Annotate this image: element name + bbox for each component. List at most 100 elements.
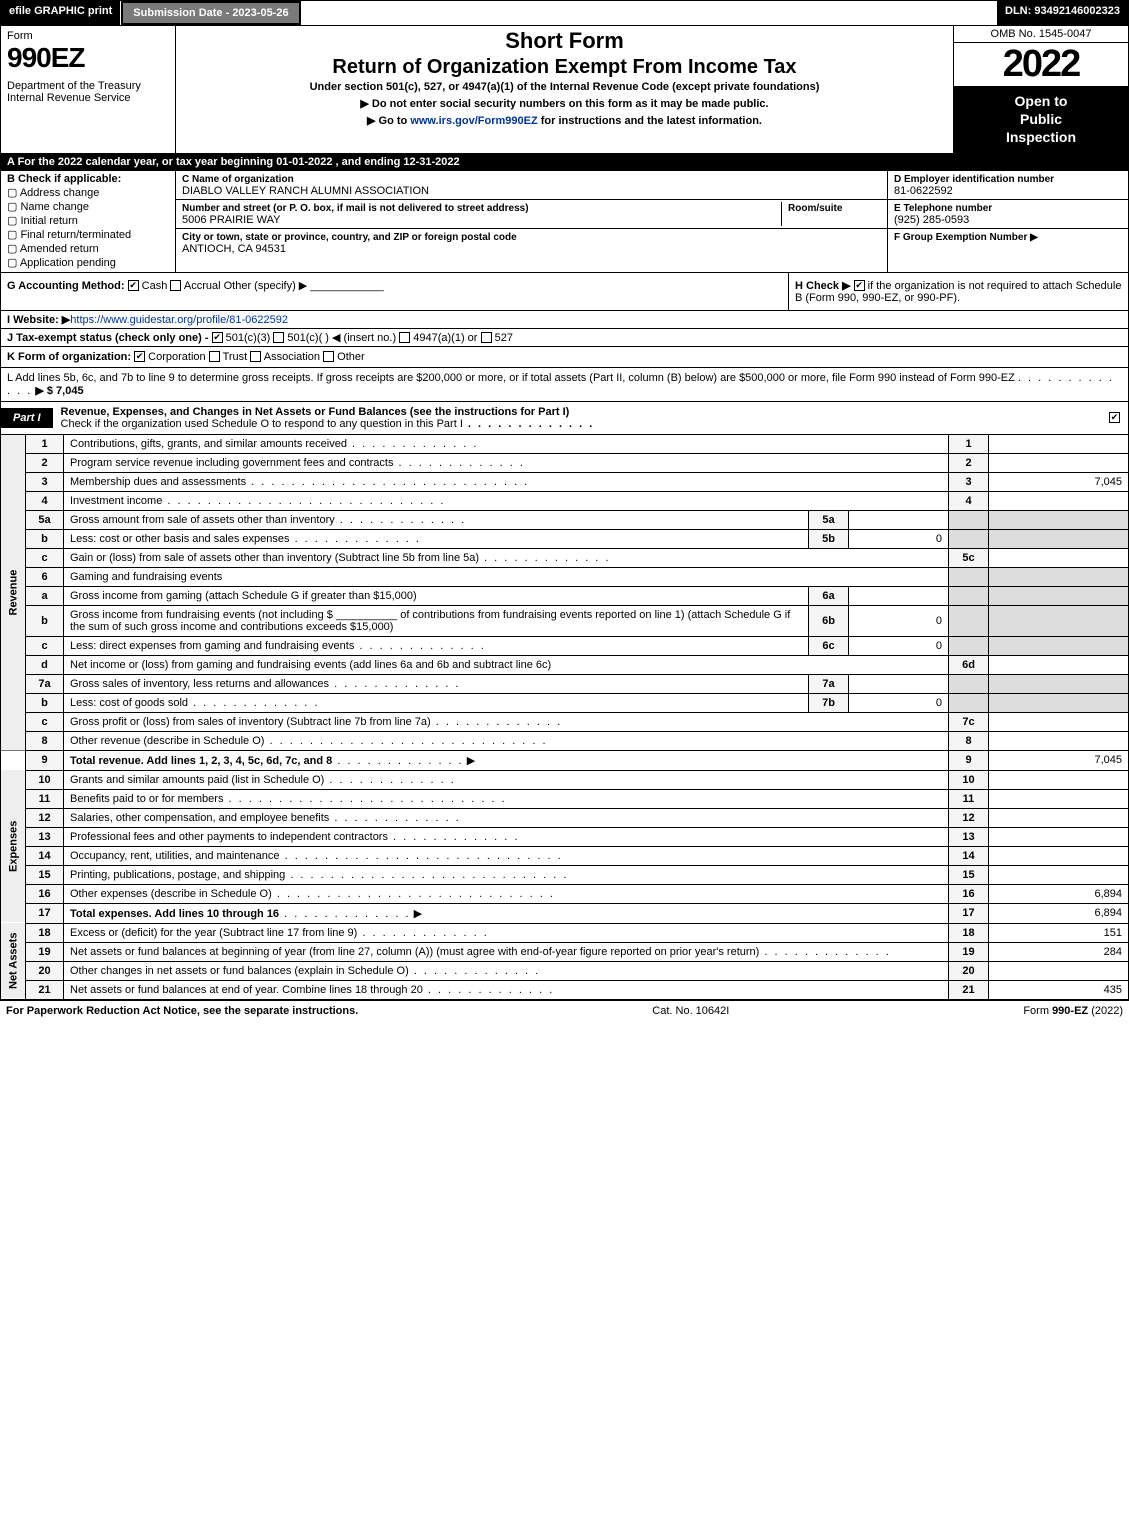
row-13: 13 Professional fees and other payments … (1, 827, 1129, 846)
omb-number: OMB No. 1545-0047 (954, 26, 1128, 43)
chk-name-change[interactable]: Name change (7, 200, 169, 213)
ssn-warning: ▶ Do not enter social security numbers o… (182, 97, 947, 110)
d-ein-label: D Employer identification number (894, 174, 1054, 185)
row-6c: c Less: direct expenses from gaming and … (1, 636, 1129, 655)
row-10: Expenses 10 Grants and similar amounts p… (1, 770, 1129, 789)
row-11: 11 Benefits paid to or for members 11 (1, 789, 1129, 808)
e-phone-label: E Telephone number (894, 203, 992, 214)
row-5a: 5a Gross amount from sale of assets othe… (1, 510, 1129, 529)
row-9: 9 Total revenue. Add lines 1, 2, 3, 4, 5… (1, 750, 1129, 770)
part-i-title: Revenue, Expenses, and Changes in Net As… (53, 402, 1101, 434)
col-b-checkboxes: B Check if applicable: Address change Na… (1, 171, 176, 272)
c-name-label: C Name of organization (182, 174, 294, 185)
irs-link[interactable]: www.irs.gov/Form990EZ (410, 115, 537, 127)
org-city: ANTIOCH, CA 94531 (182, 243, 286, 255)
top-spacer (301, 1, 997, 25)
footer: For Paperwork Reduction Act Notice, see … (0, 1000, 1129, 1021)
top-bar: efile GRAPHIC print Submission Date - 20… (0, 0, 1129, 26)
chk-cash[interactable] (128, 280, 139, 291)
row-12: 12 Salaries, other compensation, and emp… (1, 808, 1129, 827)
chk-amended-return[interactable]: Amended return (7, 242, 169, 255)
chk-4947[interactable] (399, 332, 410, 343)
side-expenses: Expenses (1, 770, 26, 923)
form-subtitle: Under section 501(c), 527, or 4947(a)(1)… (182, 81, 947, 93)
header-center: Short Form Return of Organization Exempt… (176, 26, 953, 153)
side-revenue: Revenue (1, 435, 26, 751)
chk-501c[interactable] (273, 332, 284, 343)
form-number: 990EZ (7, 42, 169, 74)
chk-address-change[interactable]: Address change (7, 186, 169, 199)
chk-accrual[interactable] (170, 280, 181, 291)
org-street: 5006 PRAIRIE WAY (182, 214, 280, 226)
short-form-title: Short Form (182, 28, 947, 54)
chk-trust[interactable] (209, 351, 220, 362)
row-6: 6 Gaming and fundraising events (1, 567, 1129, 586)
footer-left: For Paperwork Reduction Act Notice, see … (6, 1005, 358, 1017)
row-3: 3 Membership dues and assessments 3 7,04… (1, 472, 1129, 491)
side-net-assets: Net Assets (1, 923, 26, 999)
tax-year: 2022 (954, 43, 1128, 86)
dln-label: DLN: 93492146002323 (997, 1, 1128, 25)
row-6a: a Gross income from gaming (attach Sched… (1, 586, 1129, 605)
org-name: DIABLO VALLEY RANCH ALUMNI ASSOCIATION (182, 185, 429, 197)
c-city-label: City or town, state or province, country… (182, 232, 517, 243)
part-i-header: Part I Revenue, Expenses, and Changes in… (0, 402, 1129, 435)
open-public-inspection: Open to Public Inspection (954, 86, 1128, 153)
efile-print-button[interactable]: efile GRAPHIC print (1, 1, 121, 25)
row-15: 15 Printing, publications, postage, and … (1, 865, 1129, 884)
footer-cat: Cat. No. 10642I (652, 1005, 729, 1017)
c-room-label: Room/suite (788, 203, 842, 214)
chk-schedule-o-part1[interactable] (1109, 412, 1120, 423)
chk-application-pending[interactable]: Application pending (7, 256, 169, 269)
chk-association[interactable] (250, 351, 261, 362)
row-gh: G Accounting Method: Cash Accrual Other … (0, 273, 1129, 311)
c-street-label: Number and street (or P. O. box, if mail… (182, 203, 529, 214)
phone-value: (925) 285-0593 (894, 214, 969, 226)
form-title: Return of Organization Exempt From Incom… (182, 56, 947, 79)
chk-schedule-b[interactable] (854, 280, 865, 291)
row-19: 19 Net assets or fund balances at beginn… (1, 942, 1129, 961)
chk-corporation[interactable] (134, 351, 145, 362)
row-21: 21 Net assets or fund balances at end of… (1, 980, 1129, 999)
row-k-form-org: K Form of organization: Corporation Trus… (0, 347, 1129, 368)
row-7c: c Gross profit or (loss) from sales of i… (1, 712, 1129, 731)
header-left: Form 990EZ Department of the Treasury In… (1, 26, 176, 153)
row-20: 20 Other changes in net assets or fund b… (1, 961, 1129, 980)
row-5c: c Gain or (loss) from sale of assets oth… (1, 548, 1129, 567)
row-6d: d Net income or (loss) from gaming and f… (1, 655, 1129, 674)
b-title: B Check if applicable: (7, 173, 121, 185)
footer-right: Form 990-EZ (2022) (1023, 1005, 1123, 1017)
chk-501c3[interactable] (212, 332, 223, 343)
row-7b: b Less: cost of goods sold 7b 0 (1, 693, 1129, 712)
submission-date: Submission Date - 2023-05-26 (121, 1, 300, 25)
section-bcdef: B Check if applicable: Address change Na… (0, 171, 1129, 273)
row-l-gross-receipts: L Add lines 5b, 6c, and 7b to line 9 to … (0, 368, 1129, 402)
chk-initial-return[interactable]: Initial return (7, 214, 169, 227)
row-16: 16 Other expenses (describe in Schedule … (1, 884, 1129, 903)
row-i-website: I Website: ▶https://www.guidestar.org/pr… (0, 311, 1129, 329)
row-1: Revenue 1 Contributions, gifts, grants, … (1, 435, 1129, 454)
part-i-tab: Part I (1, 408, 53, 428)
h-schedule-b: H Check ▶ if the organization is not req… (788, 273, 1128, 310)
department-label: Department of the Treasury Internal Reve… (7, 80, 169, 104)
col-def: D Employer identification number 81-0622… (888, 171, 1128, 272)
row-6b: b Gross income from fundraising events (… (1, 605, 1129, 636)
header-right: OMB No. 1545-0047 2022 Open to Public In… (953, 26, 1128, 153)
f-group-label: F Group Exemption Number ▶ (894, 232, 1038, 243)
row-5b: b Less: cost or other basis and sales ex… (1, 529, 1129, 548)
row-7a: 7a Gross sales of inventory, less return… (1, 674, 1129, 693)
row-8: 8 Other revenue (describe in Schedule O)… (1, 731, 1129, 750)
ein-value: 81-0622592 (894, 185, 953, 197)
chk-527[interactable] (481, 332, 492, 343)
row-14: 14 Occupancy, rent, utilities, and maint… (1, 846, 1129, 865)
chk-other-org[interactable] (323, 351, 334, 362)
row-18: Net Assets 18 Excess or (deficit) for th… (1, 923, 1129, 942)
row-j-tax-exempt: J Tax-exempt status (check only one) - 5… (0, 329, 1129, 347)
form-word: Form (7, 30, 169, 42)
row-2: 2 Program service revenue including gove… (1, 453, 1129, 472)
g-accounting: G Accounting Method: Cash Accrual Other … (1, 273, 788, 310)
website-link[interactable]: https://www.guidestar.org/profile/81-062… (70, 314, 288, 326)
part-i-table: Revenue 1 Contributions, gifts, grants, … (0, 435, 1129, 1000)
chk-final-return[interactable]: Final return/terminated (7, 228, 169, 241)
row-4: 4 Investment income 4 (1, 491, 1129, 510)
